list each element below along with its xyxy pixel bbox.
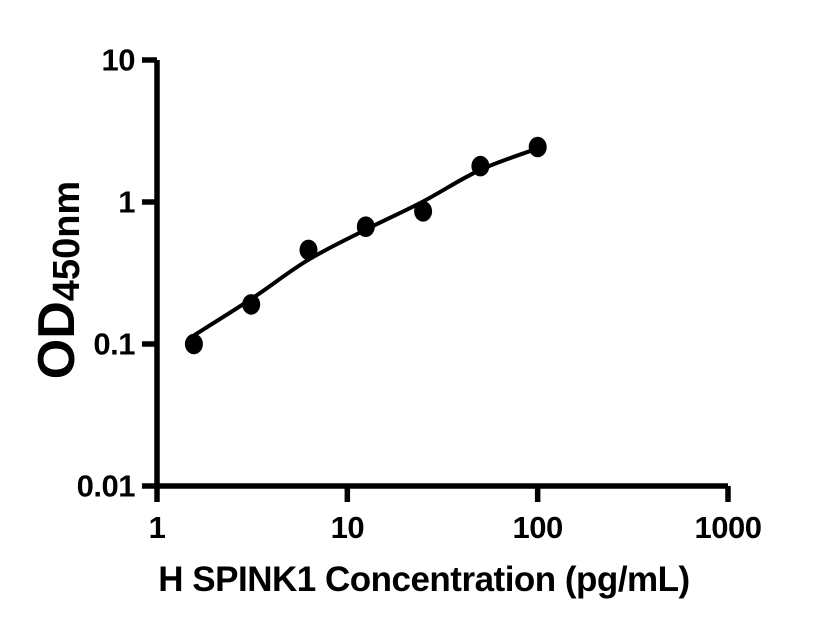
data-point [356, 216, 375, 237]
y-tick-label: 0.01 [77, 469, 136, 504]
y-tick-label: 1 [118, 185, 135, 220]
x-tick-label: 1 [149, 510, 166, 545]
y-axis-label: OD450nm [28, 180, 88, 380]
x-axis-title: H SPINK1 Concentration (pg/mL) [158, 560, 690, 599]
y-tick-label: 10 [102, 43, 135, 78]
x-tick-label: 100 [513, 510, 563, 545]
y-axis-label-main: OD [28, 301, 86, 380]
data-point [471, 155, 490, 177]
data-point [242, 294, 261, 315]
data-point [414, 201, 433, 222]
data-point [184, 333, 203, 355]
x-tick-label: 1000 [695, 510, 762, 545]
x-tick-label: 10 [331, 510, 364, 545]
data-point [528, 136, 547, 158]
y-tick-label: 0.1 [93, 327, 135, 362]
y-axis-label-subscript: 450nm [46, 180, 88, 302]
data-point [299, 239, 318, 261]
